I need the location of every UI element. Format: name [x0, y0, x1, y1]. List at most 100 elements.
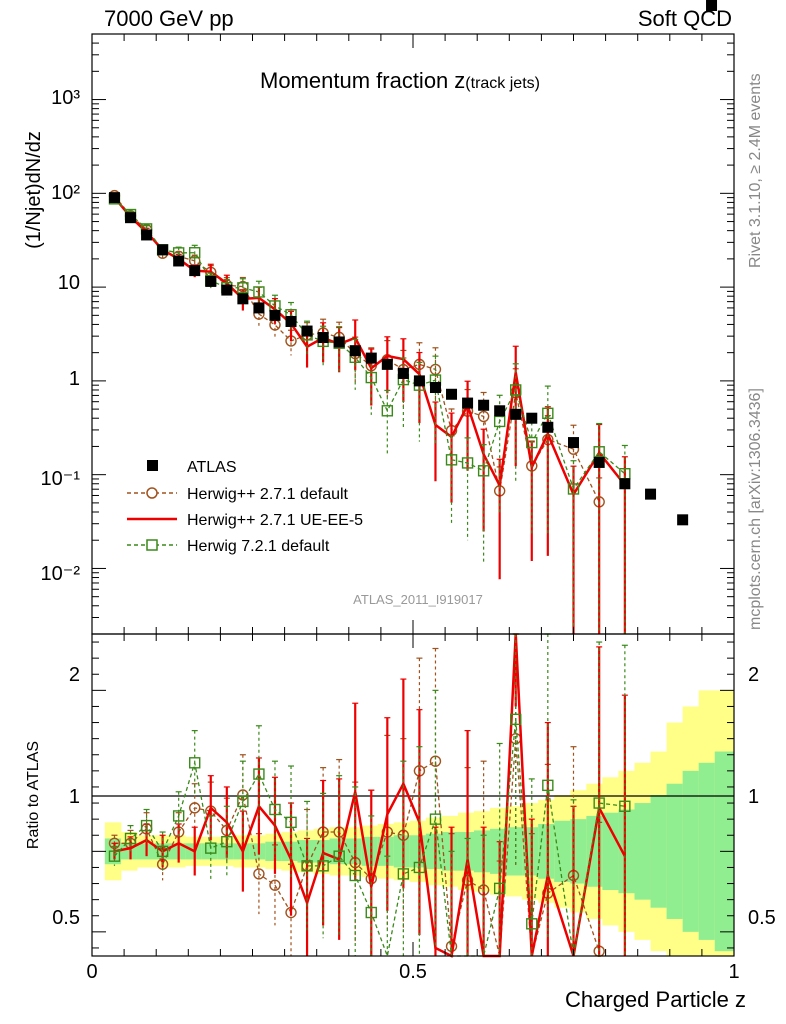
- atlas-point: [494, 405, 506, 417]
- energy-label: 7000 GeV pp: [104, 6, 234, 31]
- ratio-marker-h721: [285, 816, 297, 829]
- ratio-marker-h721: [510, 713, 522, 726]
- band-inner-bin: [457, 832, 475, 871]
- band-inner-bin: [634, 803, 652, 900]
- marker-h721: [365, 371, 377, 384]
- legend-label-atlas: ATLAS: [187, 459, 237, 476]
- y-tick-label-100: 10²: [51, 182, 80, 204]
- ratio-tick-label-1-left: 1: [69, 786, 80, 808]
- series-line-h721: [114, 198, 626, 491]
- atlas-point: [645, 488, 657, 500]
- atlas-point: [677, 514, 689, 526]
- x-tick-label-0.5: 0.5: [399, 961, 427, 983]
- plot-title: Momentum fraction z(track jets): [260, 68, 540, 93]
- atlas-point: [526, 412, 538, 424]
- legend-marker-atlas: [147, 460, 158, 471]
- y-axis-label: (1/Njet)dN/dz: [23, 131, 45, 249]
- atlas-point: [141, 229, 153, 241]
- ratio-marker-h721: [397, 868, 410, 880]
- series-line-h271: [113, 195, 600, 503]
- marker-h721: [189, 247, 201, 259]
- ratio-marker-h721: [108, 850, 121, 862]
- band-inner-bin: [538, 823, 555, 879]
- x-tick-label-1: 1: [728, 961, 739, 983]
- ratio-marker-h721: [237, 795, 249, 808]
- ratio-marker-h721: [413, 861, 426, 874]
- ratio-marker-h271: [269, 879, 281, 891]
- atlas-point: [397, 367, 409, 379]
- y-tick-label-1000: 10³: [51, 87, 80, 109]
- y-tick-label-10: 10: [58, 272, 80, 294]
- marker-h721: [510, 384, 522, 396]
- ratio-tick-label-0.5-left: 0.5: [52, 907, 80, 929]
- ratio-marker-h721: [542, 779, 554, 792]
- atlas-point: [429, 382, 441, 394]
- legend-label-h721: Herwig 7.2.1 default: [187, 538, 330, 555]
- ratio-marker-h721: [333, 850, 345, 862]
- atlas-point: [349, 345, 361, 357]
- ratio-marker-h721: [526, 918, 538, 930]
- ratio-line-h721: [113, 719, 625, 959]
- atlas-point: [157, 244, 169, 256]
- band-inner-bin: [297, 840, 314, 863]
- ratio-marker-h721: [349, 869, 361, 882]
- marker-h721: [253, 286, 265, 298]
- atlas-point: [301, 325, 313, 337]
- marker-h721: [567, 483, 580, 495]
- band-inner-bin: [682, 770, 700, 932]
- atlas-point: [173, 255, 185, 267]
- ratio-marker-h721: [593, 797, 605, 809]
- marker-h721: [381, 405, 394, 417]
- y-tick-label-0.01: 10⁻²: [41, 563, 81, 585]
- marker-h721: [477, 465, 490, 477]
- legend-marker-h271: [146, 487, 158, 499]
- ratio-marker-h721: [429, 813, 442, 825]
- atlas-point: [446, 388, 458, 400]
- band-inner-bin: [586, 815, 603, 887]
- y-tick-label-0.1: 10⁻¹: [41, 468, 81, 490]
- ratio-marker-h721: [124, 832, 137, 845]
- ratio-marker-h271: [189, 802, 201, 814]
- ratio-marker-h721: [205, 842, 217, 854]
- x-tick-label-0: 0: [86, 961, 97, 983]
- band-inner-bin: [666, 783, 684, 919]
- band-inner-bin: [393, 835, 411, 868]
- legend-label-ueee5: Herwig++ 2.7.1 UE-EE-5: [187, 512, 363, 529]
- atlas-point: [253, 302, 265, 314]
- ratio-tick-label-2-left: 2: [69, 664, 80, 686]
- atlas-point: [269, 309, 281, 321]
- ratio-marker-h721: [189, 757, 201, 769]
- atlas-point: [125, 212, 137, 224]
- atlas-point: [542, 421, 554, 433]
- marker-h721: [461, 457, 474, 469]
- band-inner-bin: [249, 843, 266, 860]
- atlas-point: [706, 0, 718, 11]
- marker-h721: [445, 454, 458, 466]
- ratio-axis-label: Ratio to ATLAS: [25, 741, 42, 849]
- ratio-marker-h721: [140, 819, 153, 832]
- ratio-tick-label-1-right: 1: [748, 786, 759, 808]
- atlas-point: [568, 437, 579, 449]
- band-inner-bin: [473, 830, 491, 873]
- marker-h721: [493, 415, 506, 428]
- atlas-point: [189, 265, 201, 277]
- analysis-id: ATLAS_2011_I919017: [353, 592, 483, 607]
- atlas-point: [221, 284, 233, 296]
- marker-h721: [542, 407, 554, 420]
- atlas-point: [413, 375, 425, 387]
- band-inner-bin: [136, 843, 154, 860]
- atlas-point: [478, 399, 490, 411]
- atlas-point: [510, 408, 522, 420]
- band-inner-bin: [265, 841, 282, 862]
- band-inner-bin: [313, 840, 331, 863]
- legend: ATLAS Herwig++ 2.7.1 default Herwig++ 2.…: [127, 459, 363, 555]
- ratio-marker-h721: [253, 768, 265, 780]
- legend-label-h271: Herwig++ 2.7.1 default: [187, 486, 349, 503]
- marker-h271: [477, 410, 490, 423]
- atlas-point: [381, 358, 393, 370]
- atlas-point: [462, 397, 474, 409]
- marker-h721: [593, 446, 605, 458]
- atlas-point: [205, 275, 217, 287]
- ratio-tick-label-2-right: 2: [748, 664, 759, 686]
- atlas-point: [317, 332, 329, 344]
